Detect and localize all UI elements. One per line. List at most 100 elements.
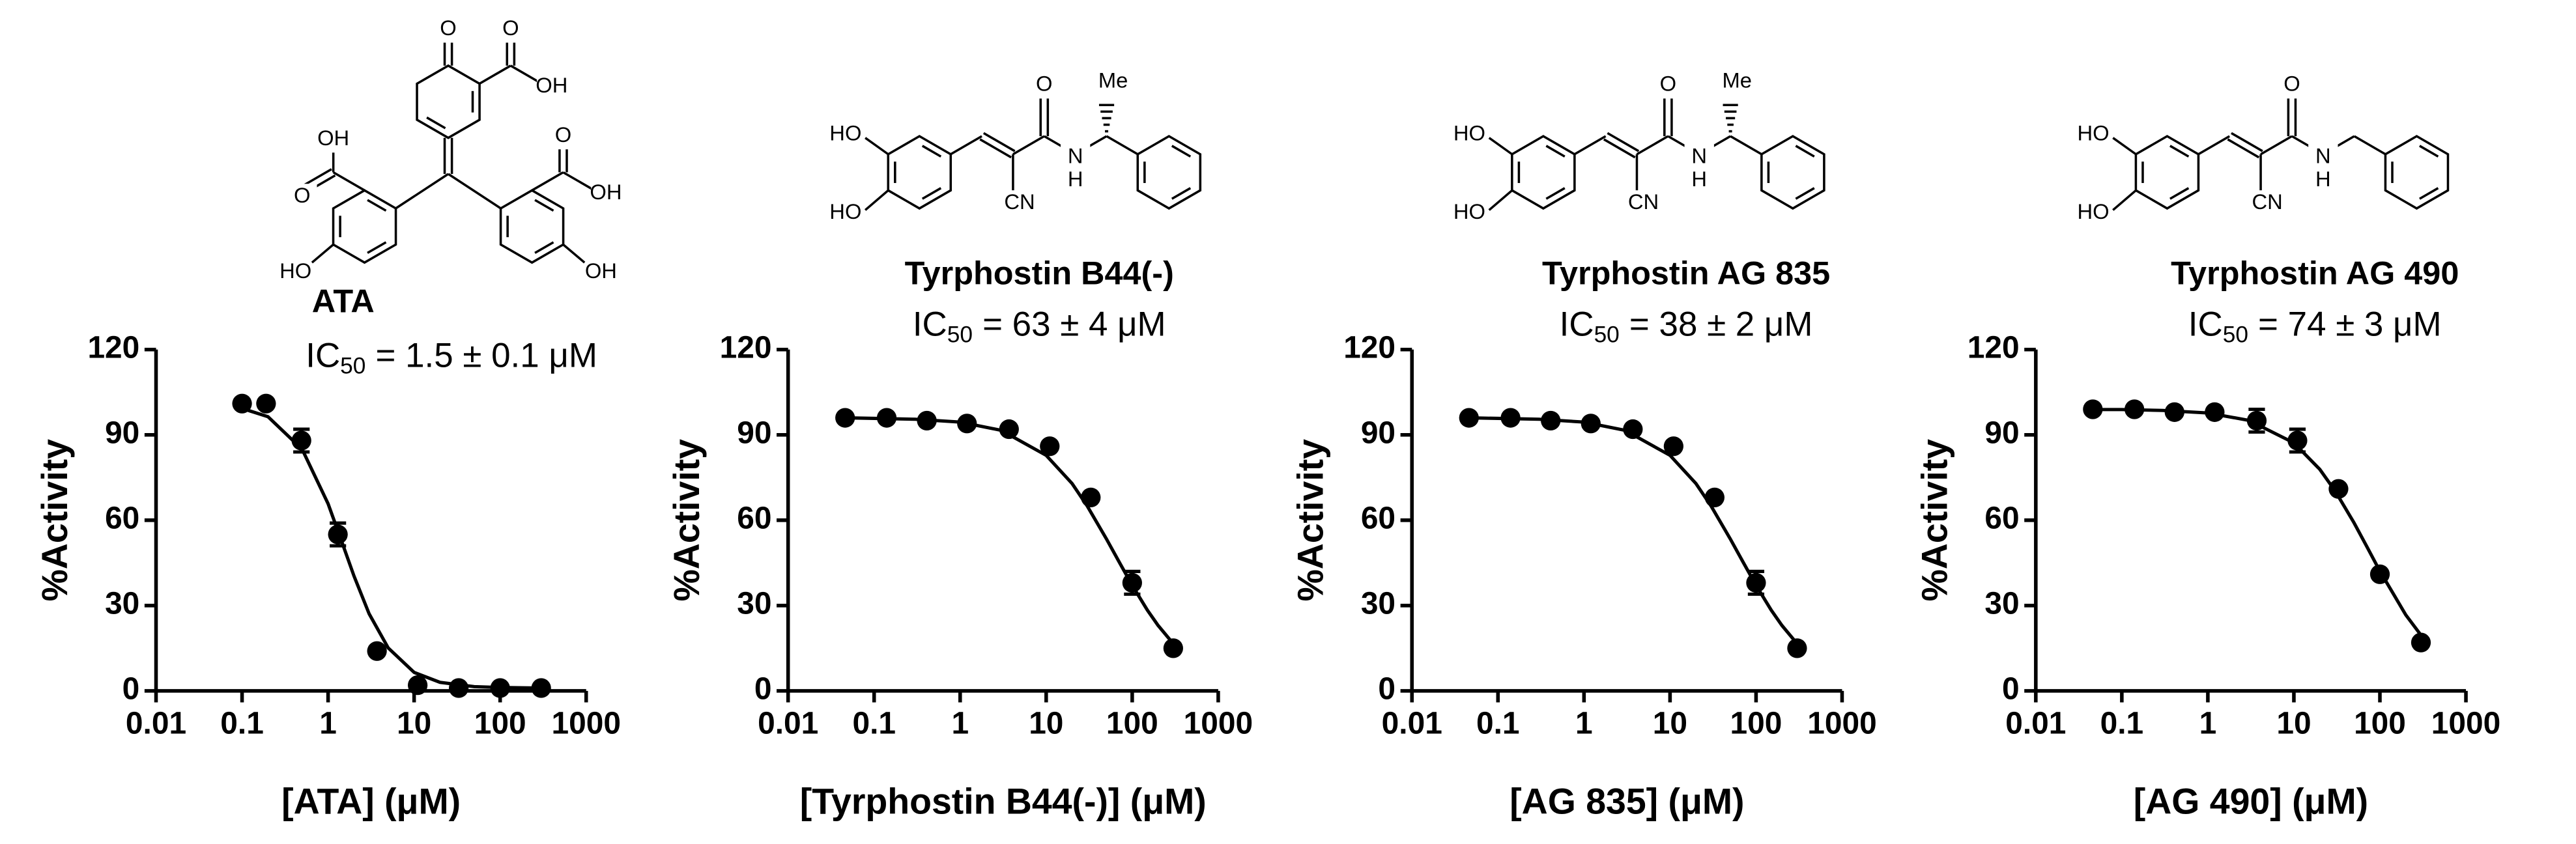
ring-double-bond	[921, 145, 942, 158]
y-tick-label: 30	[1361, 586, 1395, 621]
atom-mask	[831, 200, 861, 227]
data-point	[2205, 402, 2225, 422]
atom-label: H	[1691, 167, 1707, 191]
atom-label: OH	[317, 126, 349, 150]
atom-mask	[496, 16, 526, 43]
atom-mask	[2308, 167, 2338, 194]
y-tick-label: 120	[720, 330, 772, 365]
atom-label: Me	[1722, 68, 1751, 92]
y-axis-label: %Activity	[666, 439, 707, 602]
bond	[2112, 189, 2137, 211]
ring-double-bond	[2419, 145, 2439, 158]
y-tick-label: 90	[1984, 415, 2019, 450]
atom-mask	[2252, 190, 2282, 217]
x-tick-label: 1	[319, 706, 337, 740]
ring-double-bond	[367, 241, 387, 254]
y-tick-label: 90	[105, 415, 139, 450]
data-point	[407, 675, 428, 696]
ring-double-bond	[1795, 187, 1815, 200]
bond	[448, 173, 502, 210]
ring-double-bond	[367, 199, 387, 212]
atom-label: HO	[279, 259, 311, 283]
double-bond	[1603, 138, 1636, 159]
bond	[562, 171, 595, 191]
x-tick-label: 100	[1730, 706, 1782, 740]
ring-double-bond	[1795, 145, 1815, 158]
bond	[1012, 135, 1045, 156]
atom-mask	[1060, 144, 1091, 171]
double-bond	[1607, 132, 1640, 152]
ring	[1760, 135, 1825, 210]
atom-mask	[2078, 200, 2108, 227]
bond	[562, 244, 586, 264]
atom-label: H	[1068, 167, 1083, 191]
ic50-prefix: IC	[1560, 305, 1594, 343]
ic50-text: = 63 ± 4 μM	[982, 305, 1166, 343]
ic50-text: = 74 ± 3 μM	[2258, 305, 2442, 343]
data-point	[2125, 399, 2145, 419]
atom-mask	[287, 184, 317, 210]
atom-label: HO	[829, 120, 861, 145]
x-tick-label: 1000	[551, 706, 620, 740]
x-axis-label: [Tyrphostin B44(-)] (μM)	[800, 781, 1207, 821]
ring-double-bond	[1545, 145, 1566, 158]
x-axis-label: [AG 835] (μM)	[1510, 781, 1744, 821]
data-point	[2246, 410, 2267, 431]
bond	[950, 135, 982, 156]
bond	[479, 64, 511, 85]
data-point	[490, 678, 510, 698]
atom-mask	[591, 180, 621, 207]
bond	[1573, 135, 1607, 156]
ring-double-bond	[1545, 187, 1566, 200]
y-axis-label: %Activity	[1291, 439, 1331, 602]
y-axis-label: %Activity	[1914, 439, 1954, 602]
atom-mask	[548, 122, 579, 150]
atom-mask	[1628, 190, 1659, 217]
ic50-subscript: 50	[1594, 322, 1620, 348]
data-point	[232, 393, 252, 414]
atom-label: OH	[590, 180, 622, 204]
atom-mask	[1653, 72, 1683, 99]
ring-double-bond	[534, 241, 554, 254]
x-tick-label: 10	[1653, 706, 1687, 740]
bond	[1488, 189, 1513, 211]
x-tick-label: 10	[397, 706, 431, 740]
y-tick-label: 0	[754, 672, 772, 707]
data-point	[256, 393, 276, 414]
data-point	[1541, 410, 1561, 431]
ic50-label: IC50 = 38 ± 2 μM	[1560, 305, 1813, 347]
panel-title: Tyrphostin B44(-)	[905, 255, 1174, 292]
data-point	[1623, 419, 1643, 440]
bond	[531, 171, 564, 191]
bond	[1730, 135, 1762, 156]
atom-mask	[2277, 72, 2307, 99]
data-point	[835, 408, 855, 428]
data-point	[2411, 632, 2431, 653]
x-axis-label: [ATA] (μM)	[281, 781, 461, 821]
ic50-label: IC50 = 1.5 ± 0.1 μM	[306, 336, 597, 378]
x-tick-label: 0.1	[220, 706, 264, 740]
data-point	[957, 414, 977, 434]
atom-mask	[1722, 68, 1752, 96]
panel-title: ATA	[312, 282, 375, 319]
ic50-prefix: IC	[2188, 305, 2223, 343]
double-bond	[2227, 138, 2260, 159]
atom-label: OH	[585, 259, 617, 283]
data-point	[1663, 436, 1683, 457]
ic50-subscript: 50	[2223, 322, 2248, 348]
bond	[332, 171, 365, 191]
atom-mask	[1684, 144, 1714, 171]
data-point	[1122, 572, 1142, 593]
atom-label: Me	[1098, 68, 1128, 92]
data-point	[531, 678, 551, 698]
x-tick-label: 0.1	[2100, 706, 2144, 740]
data-point	[2083, 399, 2103, 419]
x-tick-label: 0.01	[2005, 706, 2066, 740]
x-tick-label: 1000	[1807, 706, 1876, 740]
ring-double-bond	[534, 199, 554, 212]
atom-label: H	[2315, 167, 2331, 191]
bond	[2260, 135, 2293, 156]
x-tick-label: 10	[1029, 706, 1063, 740]
x-tick-label: 1	[1575, 706, 1593, 740]
